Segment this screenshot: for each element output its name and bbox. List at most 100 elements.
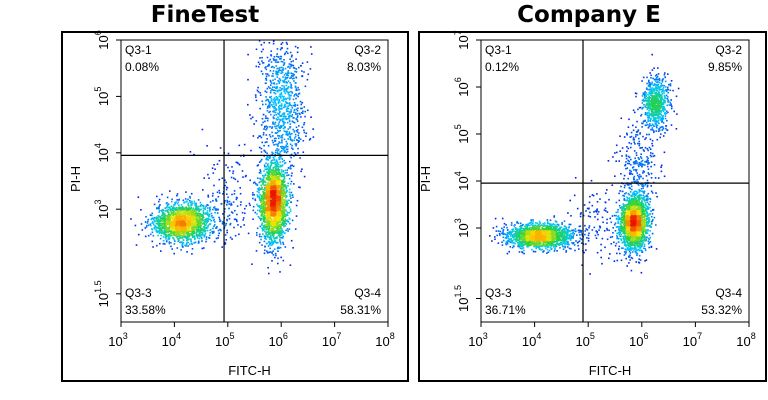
- scatter-point: [265, 66, 267, 68]
- scatter-point: [153, 218, 155, 221]
- scatter-point: [183, 224, 186, 226]
- scatter-point: [176, 199, 178, 201]
- scatter-point: [282, 216, 284, 219]
- scatter-point: [623, 174, 626, 177]
- scatter-point: [192, 233, 194, 236]
- scatter-point: [221, 246, 223, 248]
- scatter-point: [185, 201, 188, 203]
- scatter-point: [266, 158, 269, 160]
- scatter-point: [191, 227, 194, 229]
- scatter-point: [180, 249, 182, 251]
- scatter-point: [291, 139, 293, 141]
- scatter-point: [265, 99, 267, 102]
- scatter-point: [250, 117, 252, 120]
- scatter-point: [178, 208, 181, 211]
- scatter-point: [199, 226, 202, 229]
- scatter-point: [233, 190, 236, 192]
- scatter-point: [262, 179, 265, 181]
- scatter-point: [610, 243, 613, 245]
- scatter-point: [185, 224, 188, 226]
- scatter-point: [157, 230, 159, 232]
- scatter-point: [211, 215, 213, 217]
- scatter-point: [609, 217, 611, 220]
- scatter-point: [286, 73, 289, 75]
- scatter-point: [274, 221, 277, 224]
- scatter-point: [597, 218, 599, 221]
- scatter-point: [256, 203, 258, 206]
- scatter-point: [595, 237, 598, 239]
- scatter-point: [291, 194, 294, 196]
- scatter-point: [173, 223, 176, 225]
- scatter-point: [178, 226, 180, 229]
- scatter-point: [274, 59, 277, 61]
- scatter-point: [198, 216, 201, 218]
- scatter-point: [287, 113, 289, 115]
- scatter-point: [277, 124, 280, 127]
- scatter-point: [277, 209, 279, 212]
- scatter-point: [289, 138, 292, 140]
- scatter-point: [278, 155, 281, 158]
- scatter-point: [243, 224, 245, 226]
- scatter-point: [264, 151, 267, 153]
- scatter-point: [280, 92, 283, 94]
- scatter-point: [273, 176, 275, 178]
- scatter-point: [236, 220, 238, 223]
- scatter-point: [213, 230, 215, 233]
- scatter-point: [274, 92, 277, 95]
- scatter-point: [233, 226, 235, 229]
- scatter-point: [228, 203, 230, 205]
- scatter-point: [240, 226, 242, 228]
- scatter-point: [214, 211, 216, 214]
- scatter-point: [274, 125, 276, 128]
- scatter-point: [293, 121, 296, 124]
- scatter-point: [632, 124, 634, 127]
- scatter-point: [609, 236, 612, 239]
- scatter-point: [579, 215, 582, 218]
- scatter-point: [135, 244, 138, 246]
- scatter-point: [278, 152, 280, 155]
- scatter-point: [265, 242, 268, 245]
- scatter-point: [272, 75, 274, 77]
- scatter-point: [259, 92, 262, 94]
- scatter-point: [292, 196, 294, 198]
- scatter-point: [167, 218, 170, 220]
- scatter-point: [268, 231, 270, 234]
- scatter-point: [182, 234, 184, 237]
- scatter-point: [257, 177, 259, 179]
- scatter-point: [262, 182, 264, 184]
- scatter-point: [218, 232, 220, 234]
- scatter-point: [291, 113, 294, 116]
- scatter-point: [288, 111, 291, 113]
- scatter-point: [179, 234, 182, 237]
- scatter-point: [273, 159, 276, 161]
- scatter-point: [651, 69, 654, 71]
- scatter-point: [289, 210, 292, 212]
- scatter-point: [176, 247, 179, 249]
- scatter-point: [271, 75, 273, 77]
- scatter-point: [229, 222, 232, 225]
- scatter-point: [273, 170, 275, 173]
- scatter-point: [292, 117, 294, 119]
- scatter-point: [170, 221, 172, 223]
- scatter-point: [277, 148, 280, 151]
- scatter-point: [261, 179, 264, 181]
- scatter-point: [649, 72, 651, 74]
- scatter-point: [281, 160, 284, 163]
- scatter-point: [270, 238, 273, 241]
- scatter-point: [280, 58, 282, 60]
- scatter-point: [204, 213, 206, 215]
- scatter-point: [224, 184, 226, 187]
- chart-frame: [61, 31, 409, 382]
- scatter-point: [283, 192, 285, 194]
- scatter-point: [290, 60, 293, 63]
- scatter-point: [594, 216, 596, 218]
- scatter-point: [284, 186, 287, 188]
- scatter-point: [259, 135, 262, 137]
- scatter-point: [274, 111, 277, 114]
- scatter-point: [179, 227, 182, 229]
- scatter-point: [169, 234, 172, 237]
- scatter-point: [215, 209, 218, 211]
- scatter-point: [274, 174, 276, 176]
- scatter-point: [276, 169, 278, 171]
- scatter-point: [282, 120, 285, 123]
